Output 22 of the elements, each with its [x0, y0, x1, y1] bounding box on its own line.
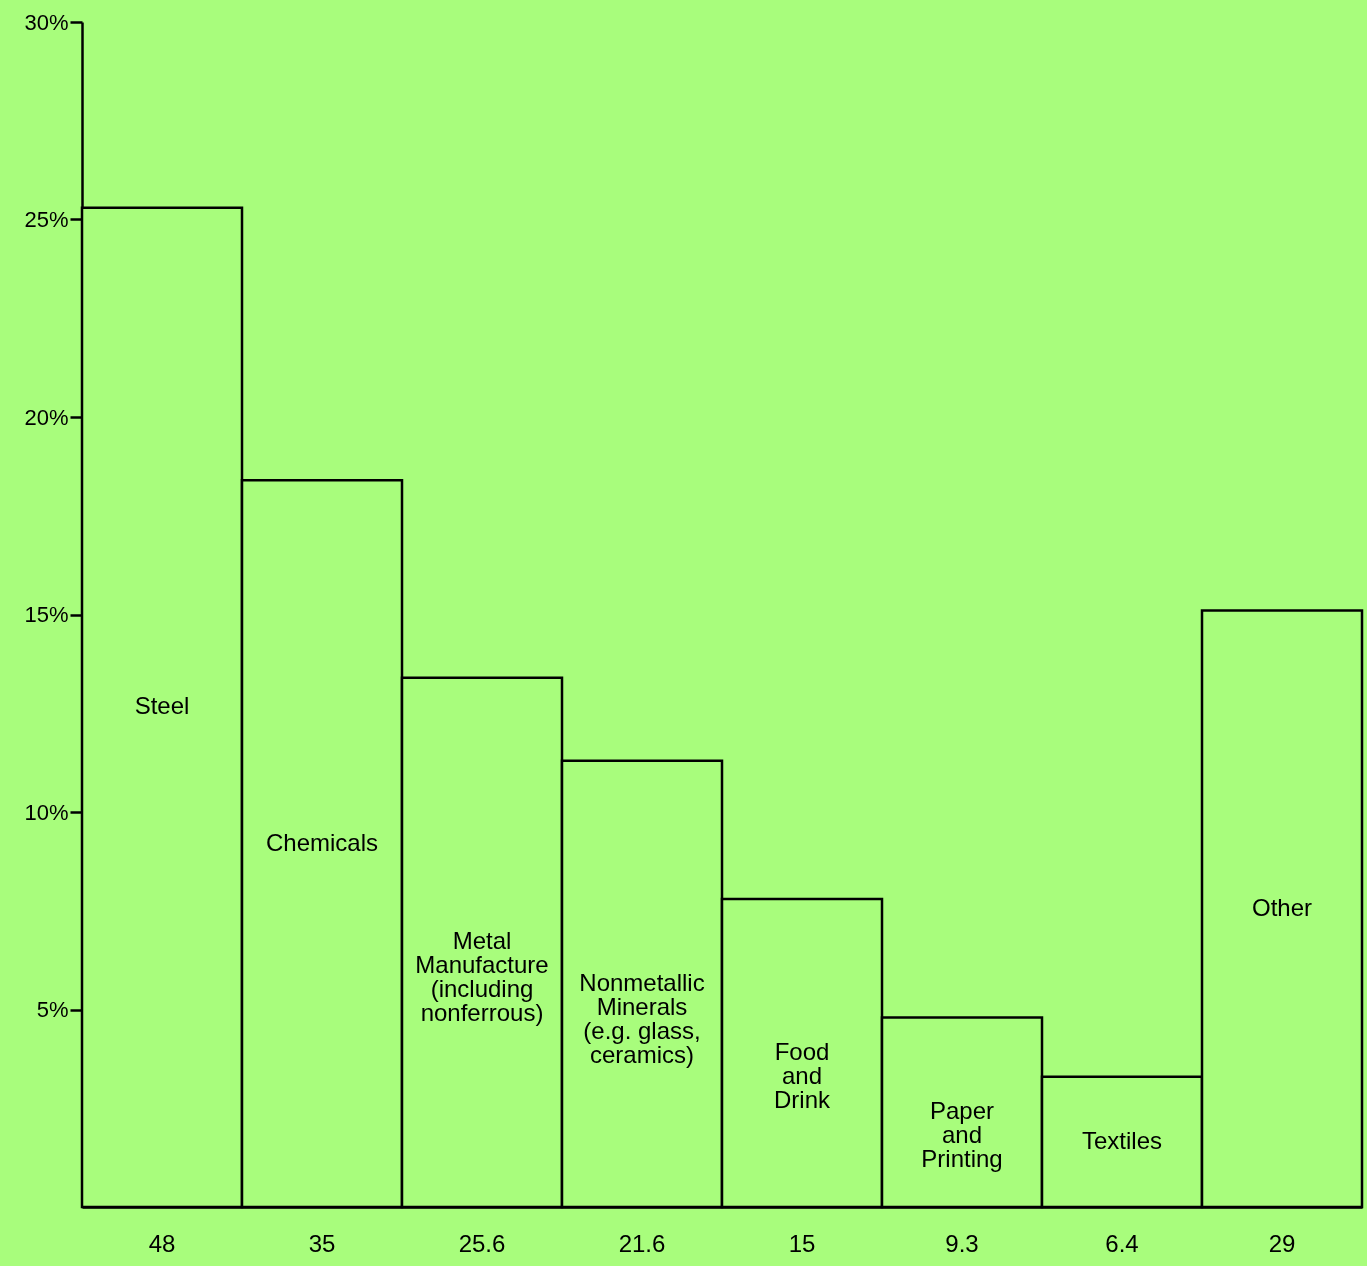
y-tick-label: 15%: [24, 602, 69, 627]
text: 25.6: [458, 1230, 506, 1257]
text: 29: [1268, 1230, 1296, 1257]
text: 9.3: [945, 1230, 979, 1257]
text: 21.6: [618, 1230, 666, 1257]
y-tick-label: 10%: [24, 799, 69, 825]
x-tick-label: Other: [1251, 893, 1313, 921]
text: 48: [148, 1230, 176, 1257]
y-tick-label: 5%: [36, 997, 69, 1022]
x-tick-label: Metal Manufacture (including nonferrous): [415, 927, 549, 1027]
x-tick-label: Food and Drink: [773, 1037, 831, 1113]
y-tick-label: 20%: [24, 404, 69, 430]
text: 15: [788, 1230, 816, 1257]
text: 6.4: [1105, 1230, 1139, 1257]
x-tick-label: Paper and Printing: [921, 1097, 1003, 1173]
x-tick-label: Chemicals: [265, 828, 379, 856]
x-tick-label: Nonmetallic Minerals (e.g. glass, ceramics): [579, 968, 705, 1068]
x-tick-label: Textiles: [1081, 1126, 1163, 1154]
y-tick-label: 25%: [24, 207, 69, 232]
text: 35: [308, 1230, 336, 1257]
x-tick-label: Steel: [134, 692, 190, 720]
y-tick-label: 30%: [24, 9, 69, 35]
